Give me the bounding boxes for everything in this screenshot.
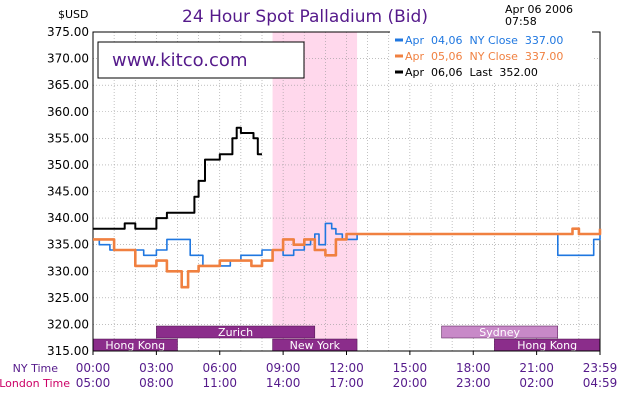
x-tick-label-london: 20:00 bbox=[393, 376, 428, 390]
y-tick-label: 355.00 bbox=[47, 131, 89, 145]
x-tick-label-ny: 23:59 bbox=[583, 361, 618, 375]
y-tick-label: 375.00 bbox=[47, 25, 89, 39]
session-bar bbox=[441, 325, 558, 339]
header-date: Apr 06 2006 bbox=[505, 3, 573, 16]
y-tick-label: 365.00 bbox=[47, 78, 89, 92]
legend-entry: Apr 04,06 NY Close 337.00 bbox=[405, 34, 563, 47]
legend-entry: Apr 06,06 Last 352.00 bbox=[405, 66, 538, 79]
legend: Apr 04,06 NY Close 337.00 Apr 05,06 NY Cl… bbox=[390, 30, 592, 82]
series-line-apr-04-06 bbox=[93, 222, 601, 267]
x-tick-label-ny: 15:00 bbox=[393, 361, 428, 375]
x-tick-label-london: 02:00 bbox=[519, 376, 554, 390]
x-tick-label-london: 04:59 bbox=[583, 376, 618, 390]
y-tick-label: 330.00 bbox=[47, 264, 89, 278]
x-tick-label-london: 14:00 bbox=[266, 376, 301, 390]
y-tick-label: 325.00 bbox=[47, 291, 89, 305]
chart-title: 24 Hour Spot Palladium (Bid) bbox=[182, 7, 428, 27]
session-label: Hong Kong bbox=[105, 339, 165, 352]
x-tick-label-london: 05:00 bbox=[76, 376, 111, 390]
session-label: Zurich bbox=[218, 326, 253, 339]
watermark-text: www.kitco.com bbox=[112, 50, 247, 71]
x-tick-label-ny: 03:00 bbox=[139, 361, 174, 375]
y-tick-label: 320.00 bbox=[47, 317, 89, 331]
x-tick-label-london: 23:00 bbox=[456, 376, 491, 390]
session-label: New York bbox=[290, 339, 341, 352]
session-label: Sydney bbox=[479, 326, 520, 339]
y-tick-label: 315.00 bbox=[47, 344, 89, 358]
header-time: 07:58 bbox=[505, 15, 537, 28]
y-tick-label: 350.00 bbox=[47, 158, 89, 172]
x-tick-label-london: 17:00 bbox=[329, 376, 364, 390]
series-line-apr-06-06 bbox=[93, 126, 262, 230]
ny-time-caption: NY Time bbox=[13, 362, 59, 375]
session-bar bbox=[156, 325, 316, 339]
x-tick-label-ny: 21:00 bbox=[519, 361, 554, 375]
x-tick-label-london: 08:00 bbox=[139, 376, 174, 390]
y-tick-label: 370.00 bbox=[47, 52, 89, 66]
x-tick-label-ny: 18:00 bbox=[456, 361, 491, 375]
legend-box bbox=[390, 30, 592, 82]
x-tick-label-london: 11:00 bbox=[202, 376, 237, 390]
y-tick-label: 335.00 bbox=[47, 238, 89, 252]
watermark-box bbox=[97, 41, 305, 79]
x-tick-label-ny: 06:00 bbox=[202, 361, 237, 375]
london-time-caption: London Time bbox=[0, 377, 70, 390]
x-tick-label-ny: 00:00 bbox=[76, 361, 111, 375]
session-label: Hong Kong bbox=[517, 339, 577, 352]
legend-entry: Apr 05,06 NY Close 337.00 bbox=[405, 50, 563, 63]
y-unit-label: $USD bbox=[58, 8, 89, 21]
y-tick-label: 340.00 bbox=[47, 211, 89, 225]
series-line-apr-05-06 bbox=[93, 227, 602, 289]
x-tick-label-ny: 09:00 bbox=[266, 361, 301, 375]
y-tick-label: 360.00 bbox=[47, 105, 89, 119]
x-tick-label-ny: 12:00 bbox=[329, 361, 364, 375]
y-tick-label: 345.00 bbox=[47, 185, 89, 199]
